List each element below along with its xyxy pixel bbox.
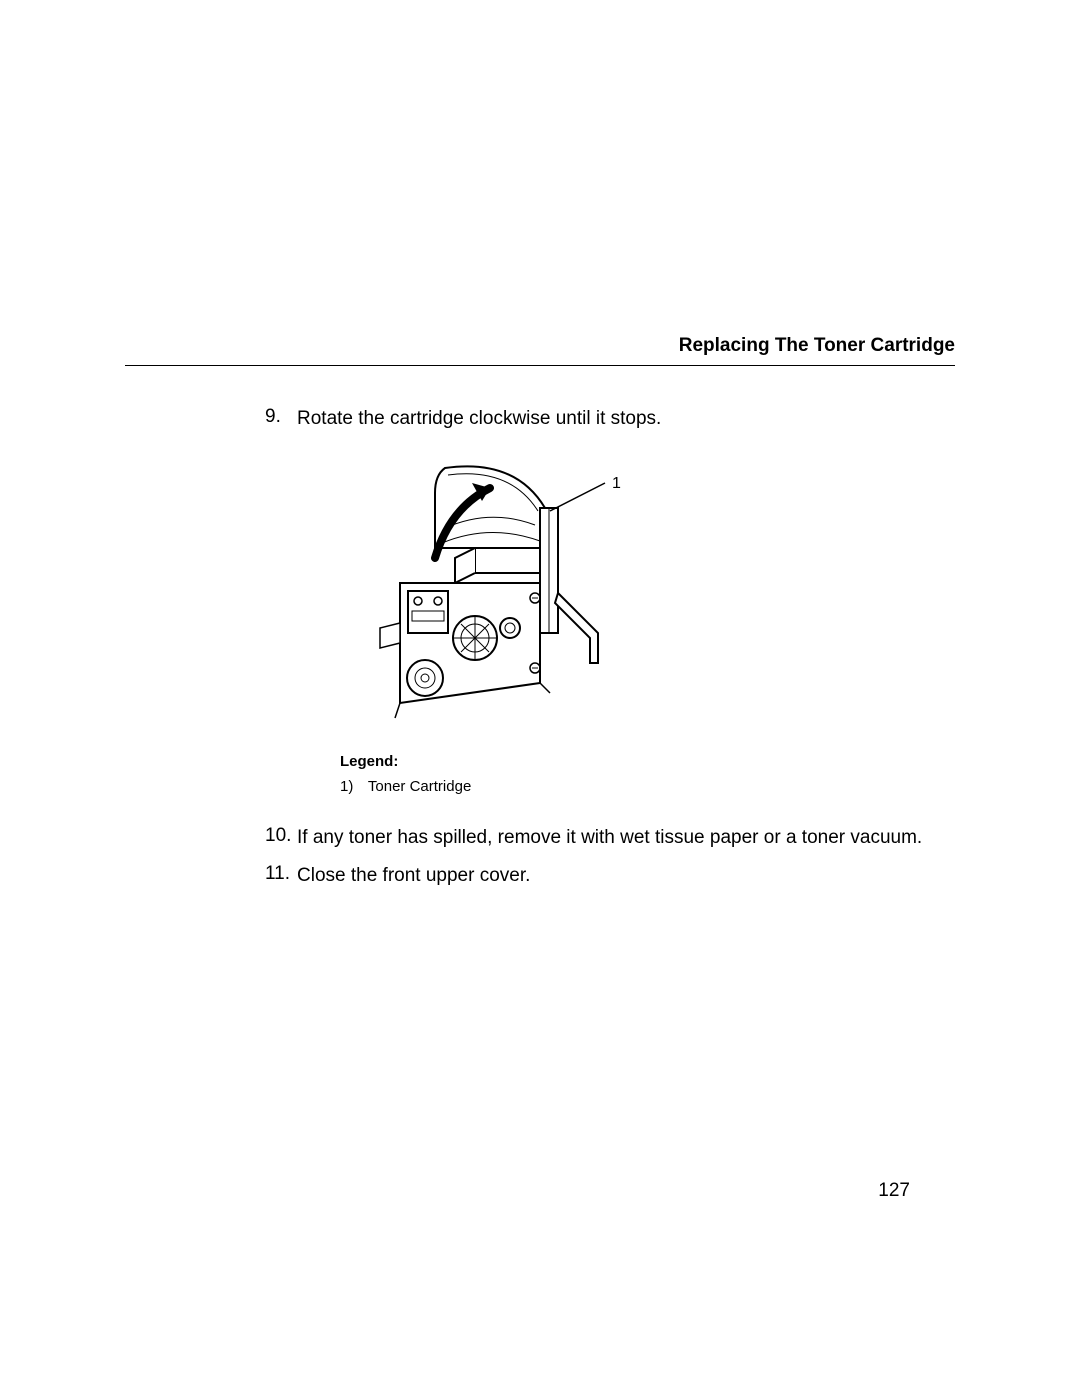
header-section: Replacing The Toner Cartridge — [125, 335, 955, 366]
step-item-11: 11. Close the front upper cover. — [125, 863, 955, 890]
legend-item: 1) Toner Cartridge — [340, 778, 955, 795]
legend-item-label: Toner Cartridge — [368, 778, 471, 795]
step-text: Rotate the cartridge clockwise until it … — [297, 406, 955, 433]
legend-block: Legend: 1) Toner Cartridge — [340, 753, 955, 795]
step-item-10: 10. If any toner has spilled, remove it … — [125, 825, 955, 852]
toner-cartridge-diagram — [340, 453, 640, 733]
step-number: 9. — [265, 406, 297, 433]
page-content: Replacing The Toner Cartridge 9. Rotate … — [0, 0, 1080, 890]
legend-title: Legend: — [340, 753, 955, 770]
callout-label-1: 1 — [612, 475, 621, 493]
step-text: If any toner has spilled, remove it with… — [297, 825, 955, 852]
legend-item-num: 1) — [340, 778, 364, 795]
header-title: Replacing The Toner Cartridge — [679, 335, 955, 356]
step-text: Close the front upper cover. — [297, 863, 955, 890]
step-number: 10. — [265, 825, 297, 852]
step-number: 11. — [265, 863, 297, 890]
figure-container: 1 — [340, 453, 955, 733]
page-number: 127 — [878, 1180, 910, 1202]
step-item-9: 9. Rotate the cartridge clockwise until … — [125, 406, 955, 433]
